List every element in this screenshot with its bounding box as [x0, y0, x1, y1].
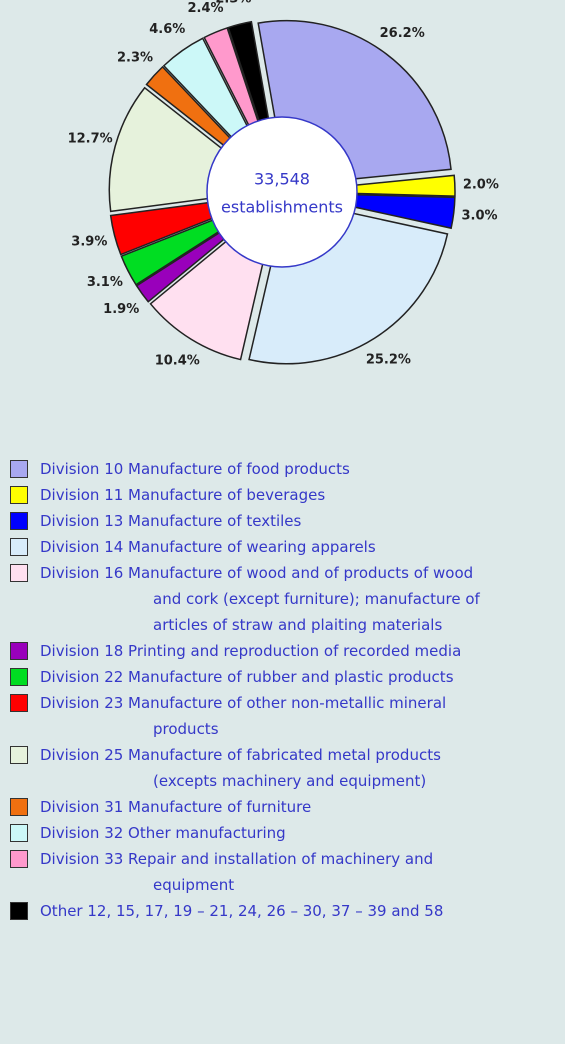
legend-item: Division 33 Repair and installation of m… [0, 846, 565, 898]
slice-label: 26.2% [380, 26, 425, 41]
slice-label: 2.3% [215, 0, 251, 7]
center-hole [206, 116, 358, 268]
legend-item: Other 12, 15, 17, 19 – 21, 24, 26 – 30, … [0, 898, 565, 924]
legend-item: Division 32 Other manufacturing [0, 820, 565, 846]
legend-swatch [10, 798, 28, 816]
center-label: 33,548 [254, 170, 310, 189]
legend-label: Division 32 Other manufacturing [40, 824, 286, 842]
legend-swatch [10, 538, 28, 556]
legend-item: Division 11 Manufacture of beverages [0, 482, 565, 508]
chart: 26.2% 2.0% 3.0% 25.2% 10.4% 1.9% 3.1% 3.9% 12.7%… [68, 0, 499, 369]
legend-swatch [10, 642, 28, 660]
legend-label: Division 18 Printing and reproduction of… [40, 642, 462, 660]
legend-label: Division 14 Manufacture of wearing appar… [40, 538, 376, 556]
legend-label: Division 11 Manufacture of beverages [40, 486, 326, 504]
legend-label: Other 12, 15, 17, 19 – 21, 24, 26 – 30, … [40, 902, 444, 920]
slice-label: 2.0% [463, 177, 499, 192]
slice-label: 12.7% [68, 132, 113, 147]
slice-label: 2.4% [187, 1, 223, 16]
legend-label: Division 23 Manufacture of other non-met… [40, 694, 447, 738]
legend-item: Division 23 Manufacture of other non-met… [0, 690, 565, 742]
legend-label: Division 13 Manufacture of textiles [40, 512, 302, 530]
slice-label: 2.3% [117, 50, 153, 65]
legend-item: Division 18 Printing and reproduction of… [0, 638, 565, 664]
slice-label: 3.9% [71, 234, 107, 249]
legend-label: Division 31 Manufacture of furniture [40, 798, 312, 816]
slice-label: 1.9% [103, 302, 139, 317]
legend-label: Division 10 Manufacture of food products [40, 460, 350, 478]
legend-item: Division 25 Manufacture of fabricated me… [0, 742, 565, 794]
legend-swatch [10, 668, 28, 686]
legend-label: Division 22 Manufacture of rubber and pl… [40, 668, 454, 686]
legend-item: Division 31 Manufacture of furniture [0, 794, 565, 820]
legend-item: Division 16 Manufacture of wood and of p… [0, 560, 565, 638]
legend-label: Division 25 Manufacture of fabricated me… [40, 746, 441, 790]
legend: Division 10 Manufacture of food products… [0, 456, 565, 924]
legend-swatch [10, 512, 28, 530]
legend-swatch [10, 460, 28, 478]
legend-item: Division 13 Manufacture of textiles [0, 508, 565, 534]
slice-label: 10.4% [155, 354, 200, 369]
legend-swatch [10, 850, 28, 868]
slice-label: 3.0% [462, 208, 498, 223]
legend-swatch [10, 824, 28, 842]
legend-label: Division 16 Manufacture of wood and of p… [40, 564, 480, 634]
center-sublabel: establishments [221, 198, 343, 217]
slice-label: 4.6% [149, 22, 185, 37]
legend-item: Division 14 Manufacture of wearing appar… [0, 534, 565, 560]
legend-swatch [10, 694, 28, 712]
legend-label: Division 33 Repair and installation of m… [40, 850, 434, 894]
legend-swatch [10, 564, 28, 582]
legend-item: Division 22 Manufacture of rubber and pl… [0, 664, 565, 690]
legend-item: Division 10 Manufacture of food products [0, 456, 565, 482]
slice-label: 25.2% [366, 353, 411, 368]
legend-swatch [10, 902, 28, 920]
legend-swatch [10, 746, 28, 764]
legend-swatch [10, 486, 28, 504]
slice-label: 3.1% [87, 275, 123, 290]
